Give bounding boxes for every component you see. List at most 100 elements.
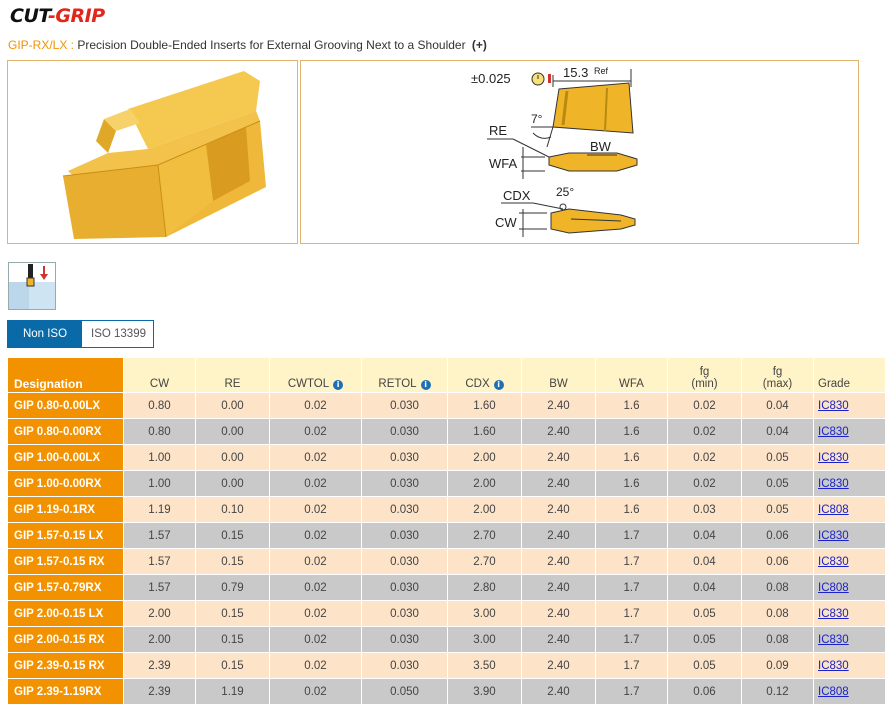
logo-part-cut: CUT — [10, 5, 49, 27]
value-cell: 0.02 — [269, 548, 362, 575]
col-header-re: RE — [195, 357, 270, 393]
info-icon[interactable]: i — [420, 380, 431, 390]
insert-technical-drawing: ±0.025 15.3 Ref 7° RE BW WFA CDX 25° — [471, 65, 638, 237]
product-code: GIP-RX/LX : — [8, 38, 75, 52]
value-cell: 0.02 — [269, 652, 362, 679]
value-cell: 2.00 — [123, 626, 196, 653]
value-cell: 1.7 — [595, 548, 668, 575]
col-header-designation: Designation — [7, 357, 124, 393]
value-cell: 0.09 — [741, 652, 814, 679]
grade-link[interactable]: IC808 — [818, 685, 849, 698]
table-row: GIP 1.57-0.15 LX 1.57 0.15 0.02 0.030 2.70 2.4… — [7, 522, 886, 549]
value-cell: 0.04 — [667, 574, 742, 601]
value-cell: 0.08 — [741, 574, 814, 601]
grade-link[interactable]: IC830 — [818, 607, 849, 620]
value-cell: 2.40 — [521, 600, 596, 627]
table-row: GIP 1.19-0.1RX 1.19 0.10 0.02 0.030 2.00 2.40 1… — [7, 496, 886, 523]
logo-part-grip: -GRIP — [48, 5, 105, 27]
grade-link[interactable]: IC830 — [818, 425, 849, 438]
grade-link[interactable]: IC830 — [818, 451, 849, 464]
table-row: GIP 1.57-0.79RX 1.57 0.79 0.02 0.030 2.80 2.40… — [7, 574, 886, 601]
value-cell: 0.030 — [361, 652, 448, 679]
value-cell: 1.00 — [123, 444, 196, 471]
angle-7-label: 7° — [531, 112, 543, 126]
technical-drawing-panel: ±0.025 15.3 Ref 7° RE BW WFA CDX 25° — [300, 60, 859, 244]
value-cell: 0.04 — [667, 548, 742, 575]
col-header-grade: Grade — [813, 357, 886, 393]
value-cell: 0.12 — [741, 678, 814, 705]
iso-13399-button[interactable]: ISO 13399 — [91, 328, 146, 340]
value-cell: 1.7 — [595, 574, 668, 601]
value-cell: 1.7 — [595, 626, 668, 653]
wfa-label: WFA — [489, 156, 517, 171]
cw-label: CW — [495, 215, 517, 230]
value-cell: 2.40 — [521, 652, 596, 679]
table-row: GIP 2.00-0.15 RX 2.00 0.15 0.02 0.030 3.00 2.4… — [7, 626, 886, 653]
designation-cell: GIP 1.57-0.15 LX — [7, 522, 124, 549]
value-cell: 1.6 — [595, 392, 668, 419]
value-cell: 0.02 — [269, 470, 362, 497]
value-cell: 0.02 — [269, 444, 362, 471]
grade-cell: IC830 — [813, 626, 886, 653]
table-row: GIP 2.00-0.15 LX 2.00 0.15 0.02 0.030 3.00 2.4… — [7, 600, 886, 627]
value-cell: 0.05 — [741, 444, 814, 471]
cdx-header-label: CDX — [465, 378, 490, 390]
value-cell: 1.57 — [123, 522, 196, 549]
value-cell: 2.70 — [447, 548, 522, 575]
designation-cell: GIP 2.39-1.19RX — [7, 678, 124, 705]
table-row: GIP 2.39-0.15 RX 2.39 0.15 0.02 0.030 3.50 2.4… — [7, 652, 886, 679]
value-cell: 2.39 — [123, 678, 196, 705]
value-cell: 0.030 — [361, 574, 448, 601]
grade-link[interactable]: IC830 — [818, 477, 849, 490]
table-body: GIP 0.80-0.00LX 0.80 0.00 0.02 0.030 1.60 2.40… — [7, 392, 886, 705]
table-header-row: Designation CW RE CWTOL i RETOL i CDX i BW … — [7, 357, 886, 393]
value-cell: 0.15 — [195, 548, 270, 575]
value-cell: 2.40 — [521, 626, 596, 653]
expand-toggle[interactable]: (+) — [471, 38, 487, 52]
value-cell: 2.40 — [521, 470, 596, 497]
value-cell: 1.6 — [595, 418, 668, 445]
value-cell: 1.7 — [595, 678, 668, 705]
col-header-wfa: WFA — [595, 357, 668, 393]
grade-link[interactable]: IC830 — [818, 555, 849, 568]
grade-link[interactable]: IC830 — [818, 399, 849, 412]
designation-cell: GIP 2.00-0.15 RX — [7, 626, 124, 653]
designation-cell: GIP 0.80-0.00LX — [7, 392, 124, 419]
fg-max-sub: (max) — [762, 378, 793, 390]
value-cell: 1.19 — [195, 678, 270, 705]
value-cell: 0.050 — [361, 678, 448, 705]
value-cell: 0.06 — [667, 678, 742, 705]
value-cell: 1.7 — [595, 652, 668, 679]
value-cell: 1.6 — [595, 470, 668, 497]
value-cell: 1.6 — [595, 496, 668, 523]
info-icon[interactable]: i — [493, 380, 504, 390]
value-cell: 0.030 — [361, 548, 448, 575]
value-cell: 0.02 — [667, 444, 742, 471]
value-cell: 0.80 — [123, 418, 196, 445]
value-cell: 0.030 — [361, 496, 448, 523]
grade-cell: IC830 — [813, 522, 886, 549]
cdx-label: CDX — [503, 188, 531, 203]
info-icon[interactable]: i — [333, 380, 344, 390]
product-subtitle: GIP-RX/LX : Precision Double-Ended Inser… — [8, 38, 487, 52]
value-cell: 0.10 — [195, 496, 270, 523]
grade-link[interactable]: IC808 — [818, 581, 849, 594]
value-cell: 0.030 — [361, 470, 448, 497]
value-cell: 0.06 — [741, 548, 814, 575]
value-cell: 0.030 — [361, 600, 448, 627]
non-iso-button[interactable]: Non ISO — [8, 321, 82, 347]
designation-cell: GIP 1.57-0.79RX — [7, 574, 124, 601]
grade-link[interactable]: IC830 — [818, 659, 849, 672]
value-cell: 1.19 — [123, 496, 196, 523]
value-cell: 0.030 — [361, 418, 448, 445]
table-row: GIP 0.80-0.00LX 0.80 0.00 0.02 0.030 1.60 2.40… — [7, 392, 886, 419]
grade-link[interactable]: IC808 — [818, 503, 849, 516]
grade-cell: IC808 — [813, 574, 886, 601]
value-cell: 0.05 — [667, 600, 742, 627]
value-cell: 0.04 — [741, 392, 814, 419]
grade-link[interactable]: IC830 — [818, 633, 849, 646]
designation-cell: GIP 0.80-0.00RX — [7, 418, 124, 445]
value-cell: 0.06 — [741, 522, 814, 549]
grade-link[interactable]: IC830 — [818, 529, 849, 542]
table-row: GIP 1.00-0.00RX 1.00 0.00 0.02 0.030 2.00 2.40… — [7, 470, 886, 497]
